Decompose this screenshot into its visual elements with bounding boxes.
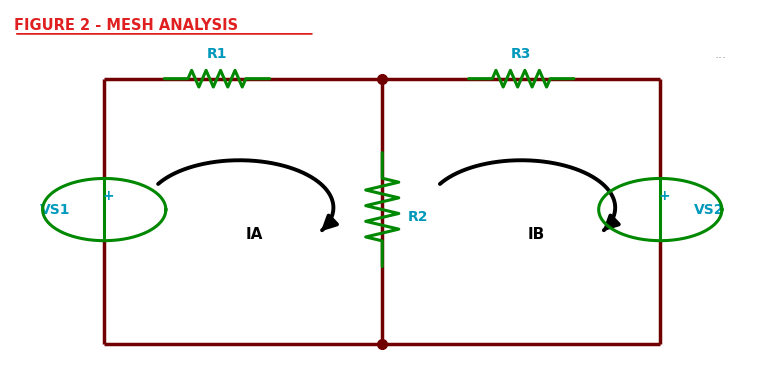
Text: IB: IB (528, 227, 545, 242)
Text: +: + (659, 189, 670, 203)
Text: IA: IA (246, 227, 263, 242)
Text: VS1: VS1 (40, 203, 70, 217)
Text: ...: ... (715, 47, 727, 60)
Text: +: + (102, 189, 114, 203)
Text: R2: R2 (408, 210, 428, 224)
Text: R3: R3 (511, 47, 531, 61)
Text: VS2: VS2 (694, 203, 724, 217)
Text: R1: R1 (207, 47, 227, 61)
Text: FIGURE 2 - MESH ANALYSIS: FIGURE 2 - MESH ANALYSIS (14, 18, 238, 33)
